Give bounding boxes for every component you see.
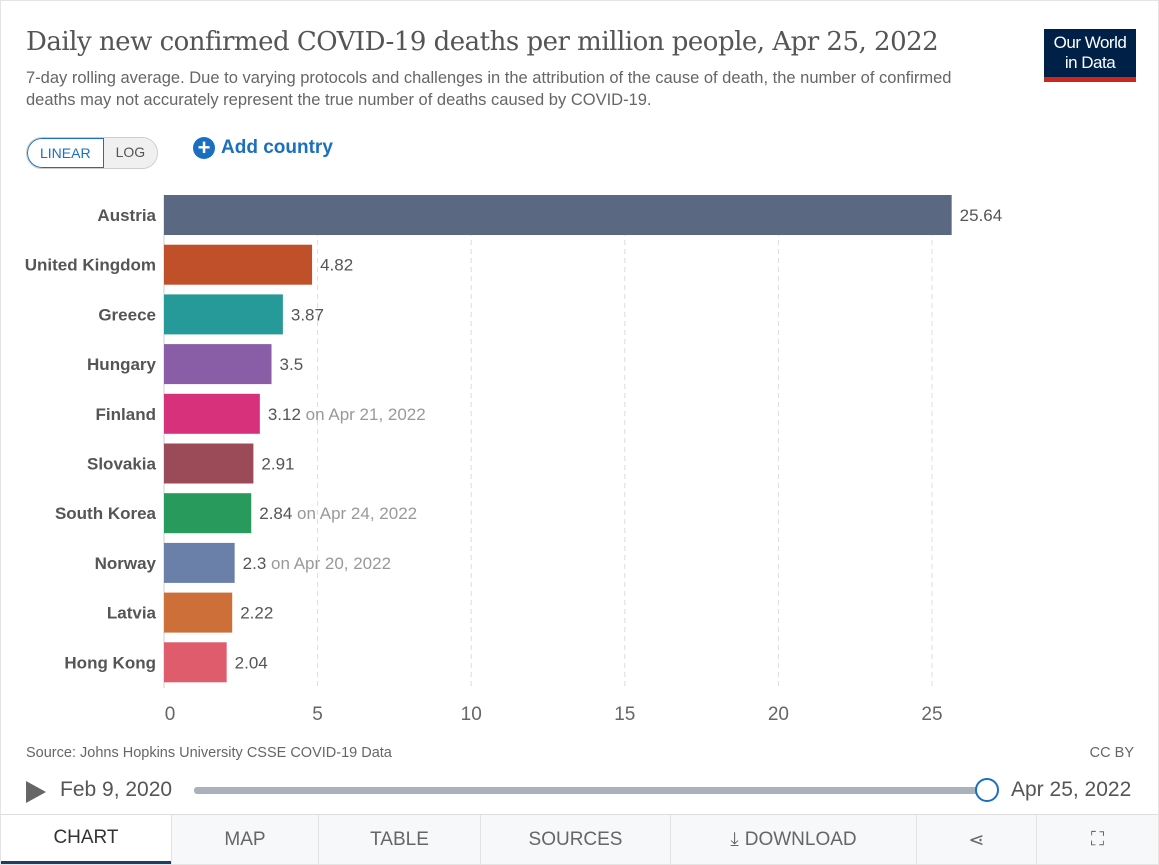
- x-tick-label: 10: [461, 704, 482, 725]
- tab-bar: CHART MAP TABLE SOURCES ⤓ DOWNLOAD ⋖ ⛶: [1, 814, 1158, 864]
- tab-sources[interactable]: SOURCES: [480, 815, 670, 864]
- bar[interactable]: [164, 443, 254, 484]
- add-country-label: Add country: [221, 137, 333, 158]
- category-label: United Kingdom: [25, 256, 156, 275]
- bar[interactable]: [164, 592, 233, 633]
- x-tick-label: 25: [921, 704, 942, 725]
- value-date-note: on Apr 24, 2022: [292, 504, 417, 523]
- log-button[interactable]: LOG: [103, 138, 158, 168]
- tab-download[interactable]: ⤓ DOWNLOAD: [670, 815, 916, 864]
- value-number: 3.5: [280, 355, 304, 374]
- value-number: 3.87: [291, 305, 324, 324]
- scale-toggle: LINEAR LOG: [26, 137, 159, 169]
- tab-map[interactable]: MAP: [171, 815, 318, 864]
- owid-logo[interactable]: Our World in Data: [1044, 29, 1136, 82]
- share-icon: ⋖: [968, 829, 985, 851]
- timeline-end-date[interactable]: Apr 25, 2022: [1011, 778, 1132, 801]
- category-label: Slovakia: [87, 455, 157, 474]
- x-tick-label: 15: [614, 704, 635, 725]
- value-label: 4.82: [320, 256, 353, 275]
- value-label: 25.64: [960, 206, 1003, 225]
- value-number: 25.64: [960, 206, 1003, 225]
- bar[interactable]: [164, 493, 252, 534]
- source-text[interactable]: Source: Johns Hopkins University CSSE CO…: [26, 745, 392, 761]
- timeline-track[interactable]: [194, 787, 987, 794]
- value-label: 2.3 on Apr 20, 2022: [243, 554, 391, 573]
- value-label: 3.12 on Apr 21, 2022: [268, 405, 426, 424]
- x-tick-label: 5: [312, 704, 323, 725]
- share-button[interactable]: ⋖: [916, 815, 1036, 864]
- value-label: 2.91: [261, 455, 294, 474]
- value-label: 2.04: [235, 653, 268, 672]
- bar[interactable]: [164, 393, 260, 434]
- value-date-note: on Apr 21, 2022: [301, 405, 426, 424]
- bar-chart: 0 5 10 15 20 25 Austria 25.64 United Kingdom 4.82…: [25, 195, 1003, 725]
- value-number: 4.82: [320, 256, 353, 275]
- play-icon[interactable]: [26, 781, 46, 803]
- value-label: 2.22: [240, 604, 273, 623]
- category-label: Greece: [98, 305, 156, 324]
- bar[interactable]: [164, 294, 283, 335]
- plus-circle-icon: +: [193, 137, 215, 159]
- tab-chart[interactable]: CHART: [1, 815, 171, 864]
- add-country-button[interactable]: + Add country: [193, 137, 333, 159]
- download-label: DOWNLOAD: [744, 829, 857, 850]
- value-number: 2.91: [261, 455, 294, 474]
- fullscreen-icon: ⛶: [1090, 829, 1105, 850]
- tab-table[interactable]: TABLE: [318, 815, 480, 864]
- download-icon: ⤓: [730, 829, 739, 850]
- value-label: 3.5: [280, 355, 304, 374]
- license-link[interactable]: CC BY: [1089, 745, 1134, 761]
- category-label: Austria: [97, 206, 156, 225]
- chart-title: Daily new confirmed COVID-19 deaths per …: [26, 27, 939, 57]
- value-date-note: on Apr 20, 2022: [266, 554, 391, 573]
- x-tick-label: 20: [768, 704, 789, 725]
- bar[interactable]: [164, 542, 235, 583]
- timeline-start-date[interactable]: Feb 9, 2020: [60, 778, 173, 801]
- category-label: Latvia: [107, 604, 157, 623]
- linear-button[interactable]: LINEAR: [27, 138, 104, 168]
- category-label: Hong Kong: [64, 653, 156, 672]
- value-label: 3.87: [291, 305, 324, 324]
- value-number: 2.22: [240, 604, 273, 623]
- bar[interactable]: [164, 195, 952, 235]
- value-number: 2.3: [243, 554, 267, 573]
- bar[interactable]: [164, 244, 313, 285]
- category-label: Finland: [96, 405, 156, 424]
- fullscreen-button[interactable]: ⛶: [1036, 815, 1158, 864]
- value-number: 3.12: [268, 405, 301, 424]
- value-number: 2.04: [235, 653, 268, 672]
- bar[interactable]: [164, 642, 227, 683]
- timeline: Feb 9, 2020 Apr 25, 2022: [26, 776, 1136, 806]
- value-number: 2.84: [259, 504, 292, 523]
- value-label: 2.84 on Apr 24, 2022: [259, 504, 417, 523]
- bar[interactable]: [164, 344, 272, 385]
- category-label: Norway: [95, 554, 157, 573]
- category-label: Hungary: [87, 355, 157, 374]
- category-label: South Korea: [55, 504, 157, 523]
- timeline-handle[interactable]: [975, 778, 999, 802]
- x-tick-label: 0: [165, 704, 176, 725]
- chart-subtitle: 7-day rolling average. Due to varying pr…: [26, 69, 952, 109]
